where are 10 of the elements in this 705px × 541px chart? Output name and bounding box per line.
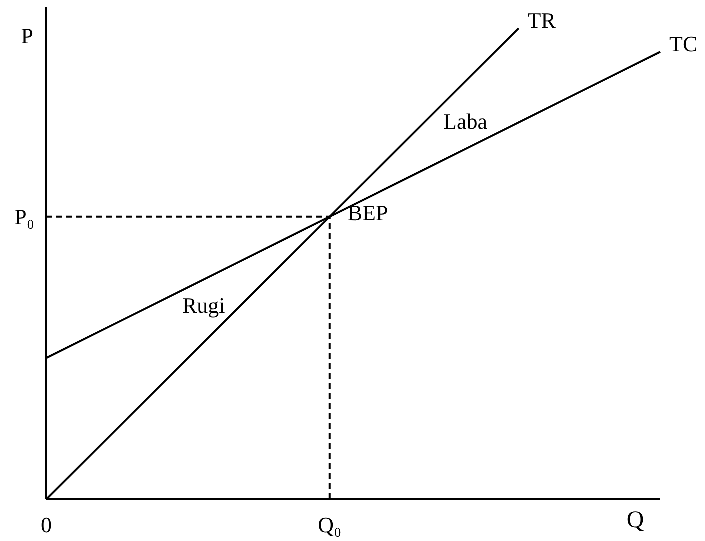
y-axis-title: P [21, 24, 34, 48]
series-label: TR [528, 8, 556, 33]
x-axis-title: Q [626, 508, 644, 534]
annotation: Laba [444, 109, 488, 134]
annotation: P₀ [14, 204, 34, 230]
series-label: TC [670, 32, 698, 57]
x-tick-label: Q₀ [318, 512, 342, 538]
x-tick-label: 0 [41, 512, 52, 538]
annotation: BEP [348, 200, 388, 226]
annotation: Rugi [182, 293, 226, 318]
